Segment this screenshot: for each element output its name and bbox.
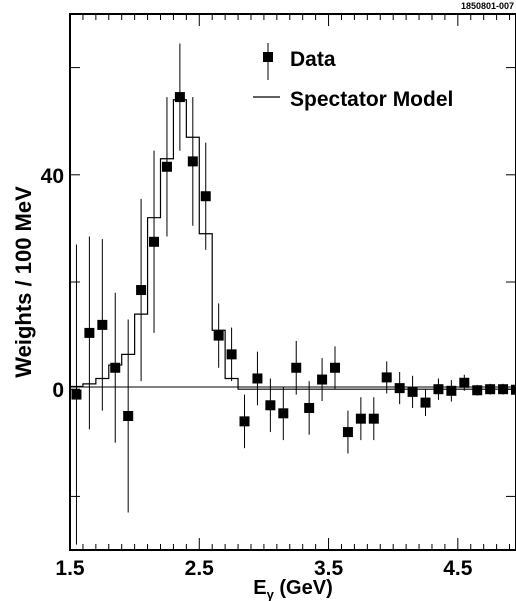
data-point (71, 389, 82, 400)
data-point (330, 362, 341, 373)
data-point (317, 374, 328, 385)
x-axis-label: Eγ (GeV) (253, 577, 332, 601)
legend: Data Spectator Model (253, 43, 453, 111)
data-point (278, 408, 289, 419)
x-axis-label-main: E (253, 577, 266, 599)
legend-model-label: Spectator Model (290, 88, 453, 111)
data-point (511, 384, 516, 395)
data-point (252, 373, 263, 384)
data-point (342, 427, 353, 438)
spectator-model-histogram (70, 99, 516, 390)
data-layer (71, 43, 516, 545)
data-point (459, 377, 470, 388)
data-point (97, 319, 108, 330)
data-point (213, 330, 224, 341)
y-tick-label: 40 (41, 165, 64, 188)
model-layer (70, 99, 516, 390)
data-point (498, 384, 509, 395)
data-point (200, 191, 211, 202)
x-tick-label: 2.5 (185, 557, 215, 580)
data-point (472, 385, 483, 396)
x-axis-label-rest: (GeV) (274, 577, 333, 599)
y-axis-label: Weights / 100 MeV (11, 186, 36, 378)
x-tick-label: 4.5 (443, 557, 473, 580)
data-point (84, 327, 95, 338)
data-point (291, 362, 302, 373)
data-point (433, 384, 444, 395)
data-point (394, 383, 405, 394)
data-point (265, 400, 276, 411)
data-point (355, 413, 366, 424)
tick-labels: 1.5 2.5 3.5 4.5 0 40 (41, 165, 473, 580)
data-point (446, 385, 457, 396)
data-point (407, 386, 418, 397)
x-tick-label: 1.5 (55, 557, 85, 580)
data-point (304, 402, 315, 413)
data-point (136, 285, 147, 296)
data-point (485, 384, 496, 395)
data-point (110, 362, 121, 373)
x-tick-label: 3.5 (314, 557, 344, 580)
data-point (187, 156, 198, 167)
legend-data-label: Data (290, 48, 336, 71)
data-point (239, 416, 250, 427)
data-point (174, 92, 185, 103)
data-point (161, 161, 172, 172)
x-axis-label-subscript: γ (267, 587, 275, 601)
data-point (381, 372, 392, 383)
data-point (149, 236, 160, 247)
data-point (420, 397, 431, 408)
data-point (226, 349, 237, 360)
data-point (368, 413, 379, 424)
data-point (123, 411, 134, 421)
y-tick-label: 0 (52, 379, 64, 402)
figure-tag: 1850801-007 (461, 1, 514, 11)
legend-data-marker (263, 52, 273, 62)
